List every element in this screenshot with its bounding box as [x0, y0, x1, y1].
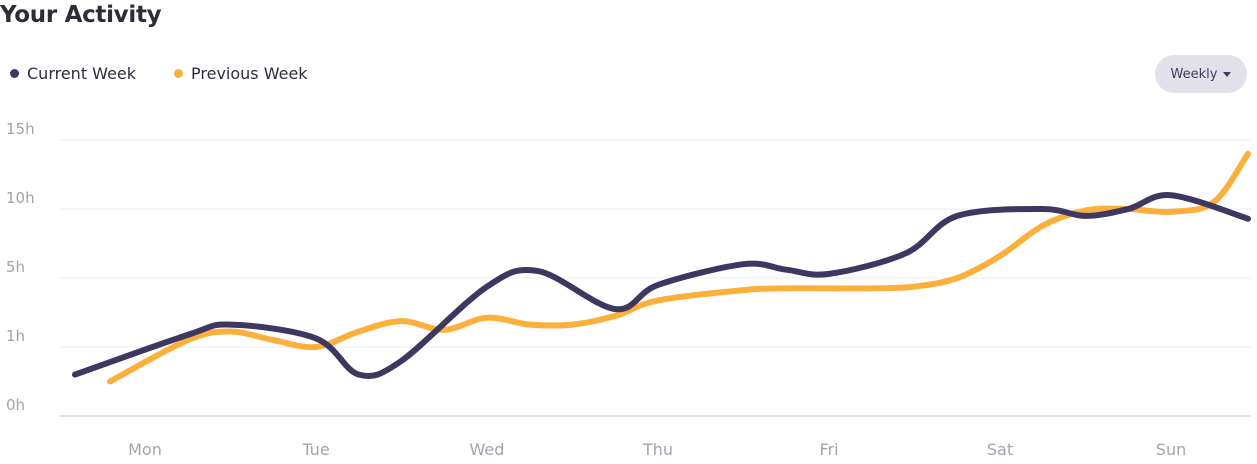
y-tick-label: 15h: [6, 120, 35, 138]
legend-item-current-week: Current Week: [10, 64, 136, 83]
period-dropdown-label: Weekly: [1170, 66, 1218, 82]
y-tick-label: 5h: [6, 258, 25, 276]
y-axis-ticks: 0h 1h 5h 10h 15h: [6, 120, 35, 414]
series-line-current-week: [72, 192, 1251, 380]
page-title: Your Activity: [0, 2, 162, 28]
x-tick-label: Thu: [642, 440, 673, 459]
period-dropdown[interactable]: Weekly: [1155, 55, 1247, 93]
x-tick-label: Fri: [819, 440, 838, 459]
x-tick-label: Mon: [128, 440, 162, 459]
x-tick-label: Sat: [987, 440, 1013, 459]
legend-item-previous-week: Previous Week: [174, 64, 308, 83]
legend-label-current-week: Current Week: [27, 64, 137, 83]
legend-dot-current-week: [10, 69, 19, 78]
chart-legend: Current Week Previous Week: [10, 64, 346, 83]
series-lines: [72, 150, 1251, 385]
x-tick-label: Tue: [301, 440, 329, 459]
grid-lines: [60, 139, 1251, 417]
y-tick-label: 1h: [6, 327, 25, 345]
x-axis-ticks: Mon Tue Wed Thu Fri Sat Sun: [128, 440, 1186, 459]
y-tick-label: 0h: [6, 396, 25, 414]
x-tick-label: Sun: [1156, 440, 1186, 459]
y-tick-label: 10h: [6, 189, 35, 207]
series-line-previous-week: [107, 150, 1251, 385]
legend-label-previous-week: Previous Week: [191, 64, 308, 83]
x-tick-label: Wed: [470, 440, 505, 459]
caret-down-icon: [1223, 72, 1232, 77]
legend-dot-previous-week: [174, 69, 184, 78]
